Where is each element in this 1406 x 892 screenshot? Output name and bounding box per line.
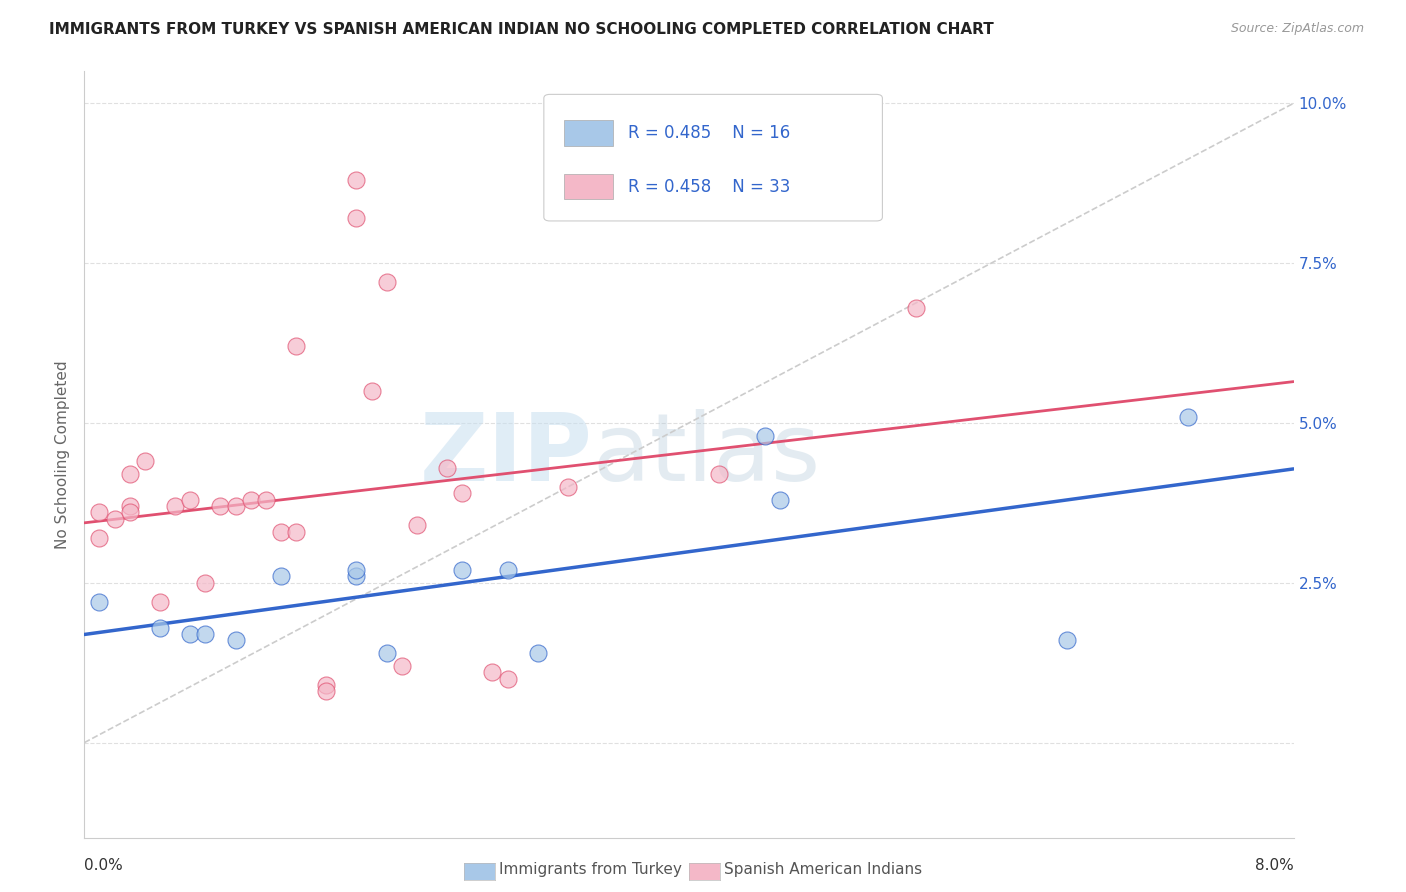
Text: 8.0%: 8.0% bbox=[1254, 858, 1294, 872]
FancyBboxPatch shape bbox=[564, 120, 613, 145]
Point bbox=[209, 499, 232, 513]
Point bbox=[451, 563, 474, 577]
Point bbox=[225, 499, 247, 513]
Point bbox=[89, 531, 111, 545]
FancyBboxPatch shape bbox=[564, 174, 613, 200]
Point bbox=[346, 211, 368, 226]
Point bbox=[179, 627, 201, 641]
Point bbox=[118, 499, 141, 513]
Point bbox=[346, 173, 368, 187]
Point bbox=[375, 646, 398, 660]
Point bbox=[1056, 633, 1078, 648]
FancyBboxPatch shape bbox=[544, 95, 883, 221]
Point bbox=[270, 569, 292, 583]
Point bbox=[165, 499, 187, 513]
Point bbox=[315, 678, 337, 692]
Point bbox=[134, 454, 156, 468]
Point bbox=[709, 467, 731, 482]
Text: ZIP: ZIP bbox=[419, 409, 592, 501]
Point bbox=[89, 595, 111, 609]
Point bbox=[179, 492, 201, 507]
Point bbox=[769, 492, 792, 507]
Point bbox=[346, 563, 368, 577]
Point bbox=[225, 633, 247, 648]
Point bbox=[194, 627, 217, 641]
Point bbox=[527, 646, 550, 660]
Point bbox=[496, 672, 519, 686]
Text: Spanish American Indians: Spanish American Indians bbox=[724, 863, 922, 877]
Y-axis label: No Schooling Completed: No Schooling Completed bbox=[55, 360, 70, 549]
Text: IMMIGRANTS FROM TURKEY VS SPANISH AMERICAN INDIAN NO SCHOOLING COMPLETED CORRELA: IMMIGRANTS FROM TURKEY VS SPANISH AMERIC… bbox=[49, 22, 994, 37]
Point bbox=[1177, 409, 1199, 424]
Text: atlas: atlas bbox=[592, 409, 821, 501]
Point bbox=[481, 665, 503, 680]
Point bbox=[194, 575, 217, 590]
Point bbox=[375, 276, 398, 290]
Point bbox=[149, 595, 172, 609]
Point bbox=[285, 524, 308, 539]
Point bbox=[436, 460, 458, 475]
Point bbox=[406, 518, 429, 533]
Point bbox=[496, 563, 519, 577]
Point bbox=[104, 512, 127, 526]
Text: R = 0.485    N = 16: R = 0.485 N = 16 bbox=[628, 125, 790, 143]
Point bbox=[754, 429, 776, 443]
Text: Immigrants from Turkey: Immigrants from Turkey bbox=[499, 863, 682, 877]
Point bbox=[557, 480, 579, 494]
Point bbox=[118, 467, 141, 482]
Point bbox=[89, 505, 111, 519]
Point bbox=[270, 524, 292, 539]
Point bbox=[118, 505, 141, 519]
Text: R = 0.458    N = 33: R = 0.458 N = 33 bbox=[628, 178, 790, 196]
Point bbox=[391, 658, 413, 673]
Point bbox=[239, 492, 262, 507]
Text: Source: ZipAtlas.com: Source: ZipAtlas.com bbox=[1230, 22, 1364, 36]
Point bbox=[149, 621, 172, 635]
Text: 0.0%: 0.0% bbox=[84, 858, 124, 872]
Point bbox=[904, 301, 927, 315]
Point bbox=[254, 492, 277, 507]
Point bbox=[285, 339, 308, 353]
Point bbox=[360, 384, 382, 398]
Point bbox=[315, 684, 337, 698]
Point bbox=[346, 569, 368, 583]
Point bbox=[451, 486, 474, 500]
